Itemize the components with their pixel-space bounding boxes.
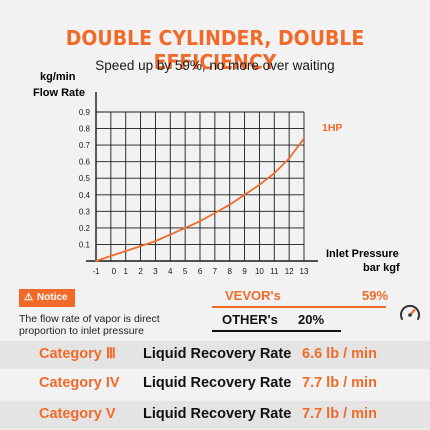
vevor-percent: 59% — [362, 288, 389, 303]
notice-badge: ⚠ Notice — [19, 289, 75, 307]
category-row: Category Ⅲ Liquid Recovery Rate 6.6 lb /… — [0, 341, 430, 369]
y-tick-label: 0.6 — [79, 158, 91, 167]
y-tick-label: 0.9 — [79, 108, 91, 117]
x-tick-label: 3 — [153, 267, 158, 276]
category-name: Category V — [39, 406, 116, 422]
other-label: OTHER's — [222, 312, 278, 327]
subtitle: Speed up by 59%, no more over waiting — [95, 58, 335, 73]
y-tick-label: 0.5 — [79, 174, 91, 183]
series-line — [95, 137, 305, 262]
flow-rate-chart: kg/min Flow Rate Inlet Pressure bar kgf … — [33, 71, 400, 276]
category-value: 7.7 lb / min — [302, 406, 377, 422]
category-metric: Liquid Recovery Rate — [143, 406, 292, 422]
series-label: 1HP — [322, 122, 342, 134]
category-row: Category IV Liquid Recovery Rate 7.7 lb … — [0, 370, 430, 398]
chart-ticks: 0.10.20.30.40.50.60.70.80.9-1 0 1 2 3 4 5 6 7 8 9 1… — [79, 108, 309, 276]
category-name: Category Ⅲ — [39, 346, 116, 362]
x-tick-label: 12 — [285, 267, 294, 276]
vevor-bar — [212, 306, 386, 308]
y-tick-label: 0.4 — [79, 191, 91, 200]
y-tick-label: 0.7 — [79, 141, 91, 150]
chart-grid — [86, 92, 318, 262]
other-percent: 20% — [298, 312, 325, 327]
speedometer-icon — [400, 304, 420, 320]
x-tick-label: 9 — [242, 267, 247, 276]
category-row: Category V Liquid Recovery Rate 7.7 lb /… — [0, 401, 430, 429]
y-axis-label-unit: kg/min — [40, 71, 76, 83]
vevor-label: VEVOR's — [225, 288, 281, 303]
warning-icon: ⚠ — [24, 292, 33, 303]
x-axis-label-title: Inlet Pressure — [326, 248, 399, 260]
category-name: Category IV — [39, 375, 120, 391]
category-value: 6.6 lb / min — [302, 346, 377, 362]
x-tick-label: 4 — [168, 267, 173, 276]
x-tick-label: 5 — [183, 267, 188, 276]
notice-label: Notice — [36, 292, 68, 303]
y-tick-label: 0.3 — [79, 207, 91, 216]
category-value: 7.7 lb / min — [302, 375, 377, 391]
x-tick-label: 1 — [123, 267, 128, 276]
category-metric: Liquid Recovery Rate — [143, 375, 292, 391]
y-axis-label-title: Flow Rate — [33, 87, 85, 99]
x-tick-label: 11 — [270, 267, 279, 276]
x-axis-label-unit: bar kgf — [363, 262, 400, 274]
other-bar — [212, 330, 341, 332]
category-metric: Liquid Recovery Rate — [143, 346, 292, 362]
notice-text: The flow rate of vapor is direct proport… — [19, 313, 160, 337]
x-tick-label: 10 — [255, 267, 264, 276]
y-tick-label: 0.2 — [79, 224, 91, 233]
x-tick-label: 13 — [300, 267, 309, 276]
x-tick-label: -1 — [92, 267, 100, 276]
x-tick-label: 2 — [138, 267, 143, 276]
y-tick-label: 0.8 — [79, 125, 91, 134]
x-tick-label: 0 — [112, 267, 117, 276]
x-tick-label: 7 — [213, 267, 218, 276]
headline: DOUBLE CYLINDER, DOUBLE EFFICIENCY — [65, 26, 365, 74]
chart-series: 1HP — [95, 122, 342, 262]
x-tick-label: 6 — [198, 267, 203, 276]
y-tick-label: 0.1 — [79, 240, 91, 249]
x-tick-label: 8 — [227, 267, 232, 276]
